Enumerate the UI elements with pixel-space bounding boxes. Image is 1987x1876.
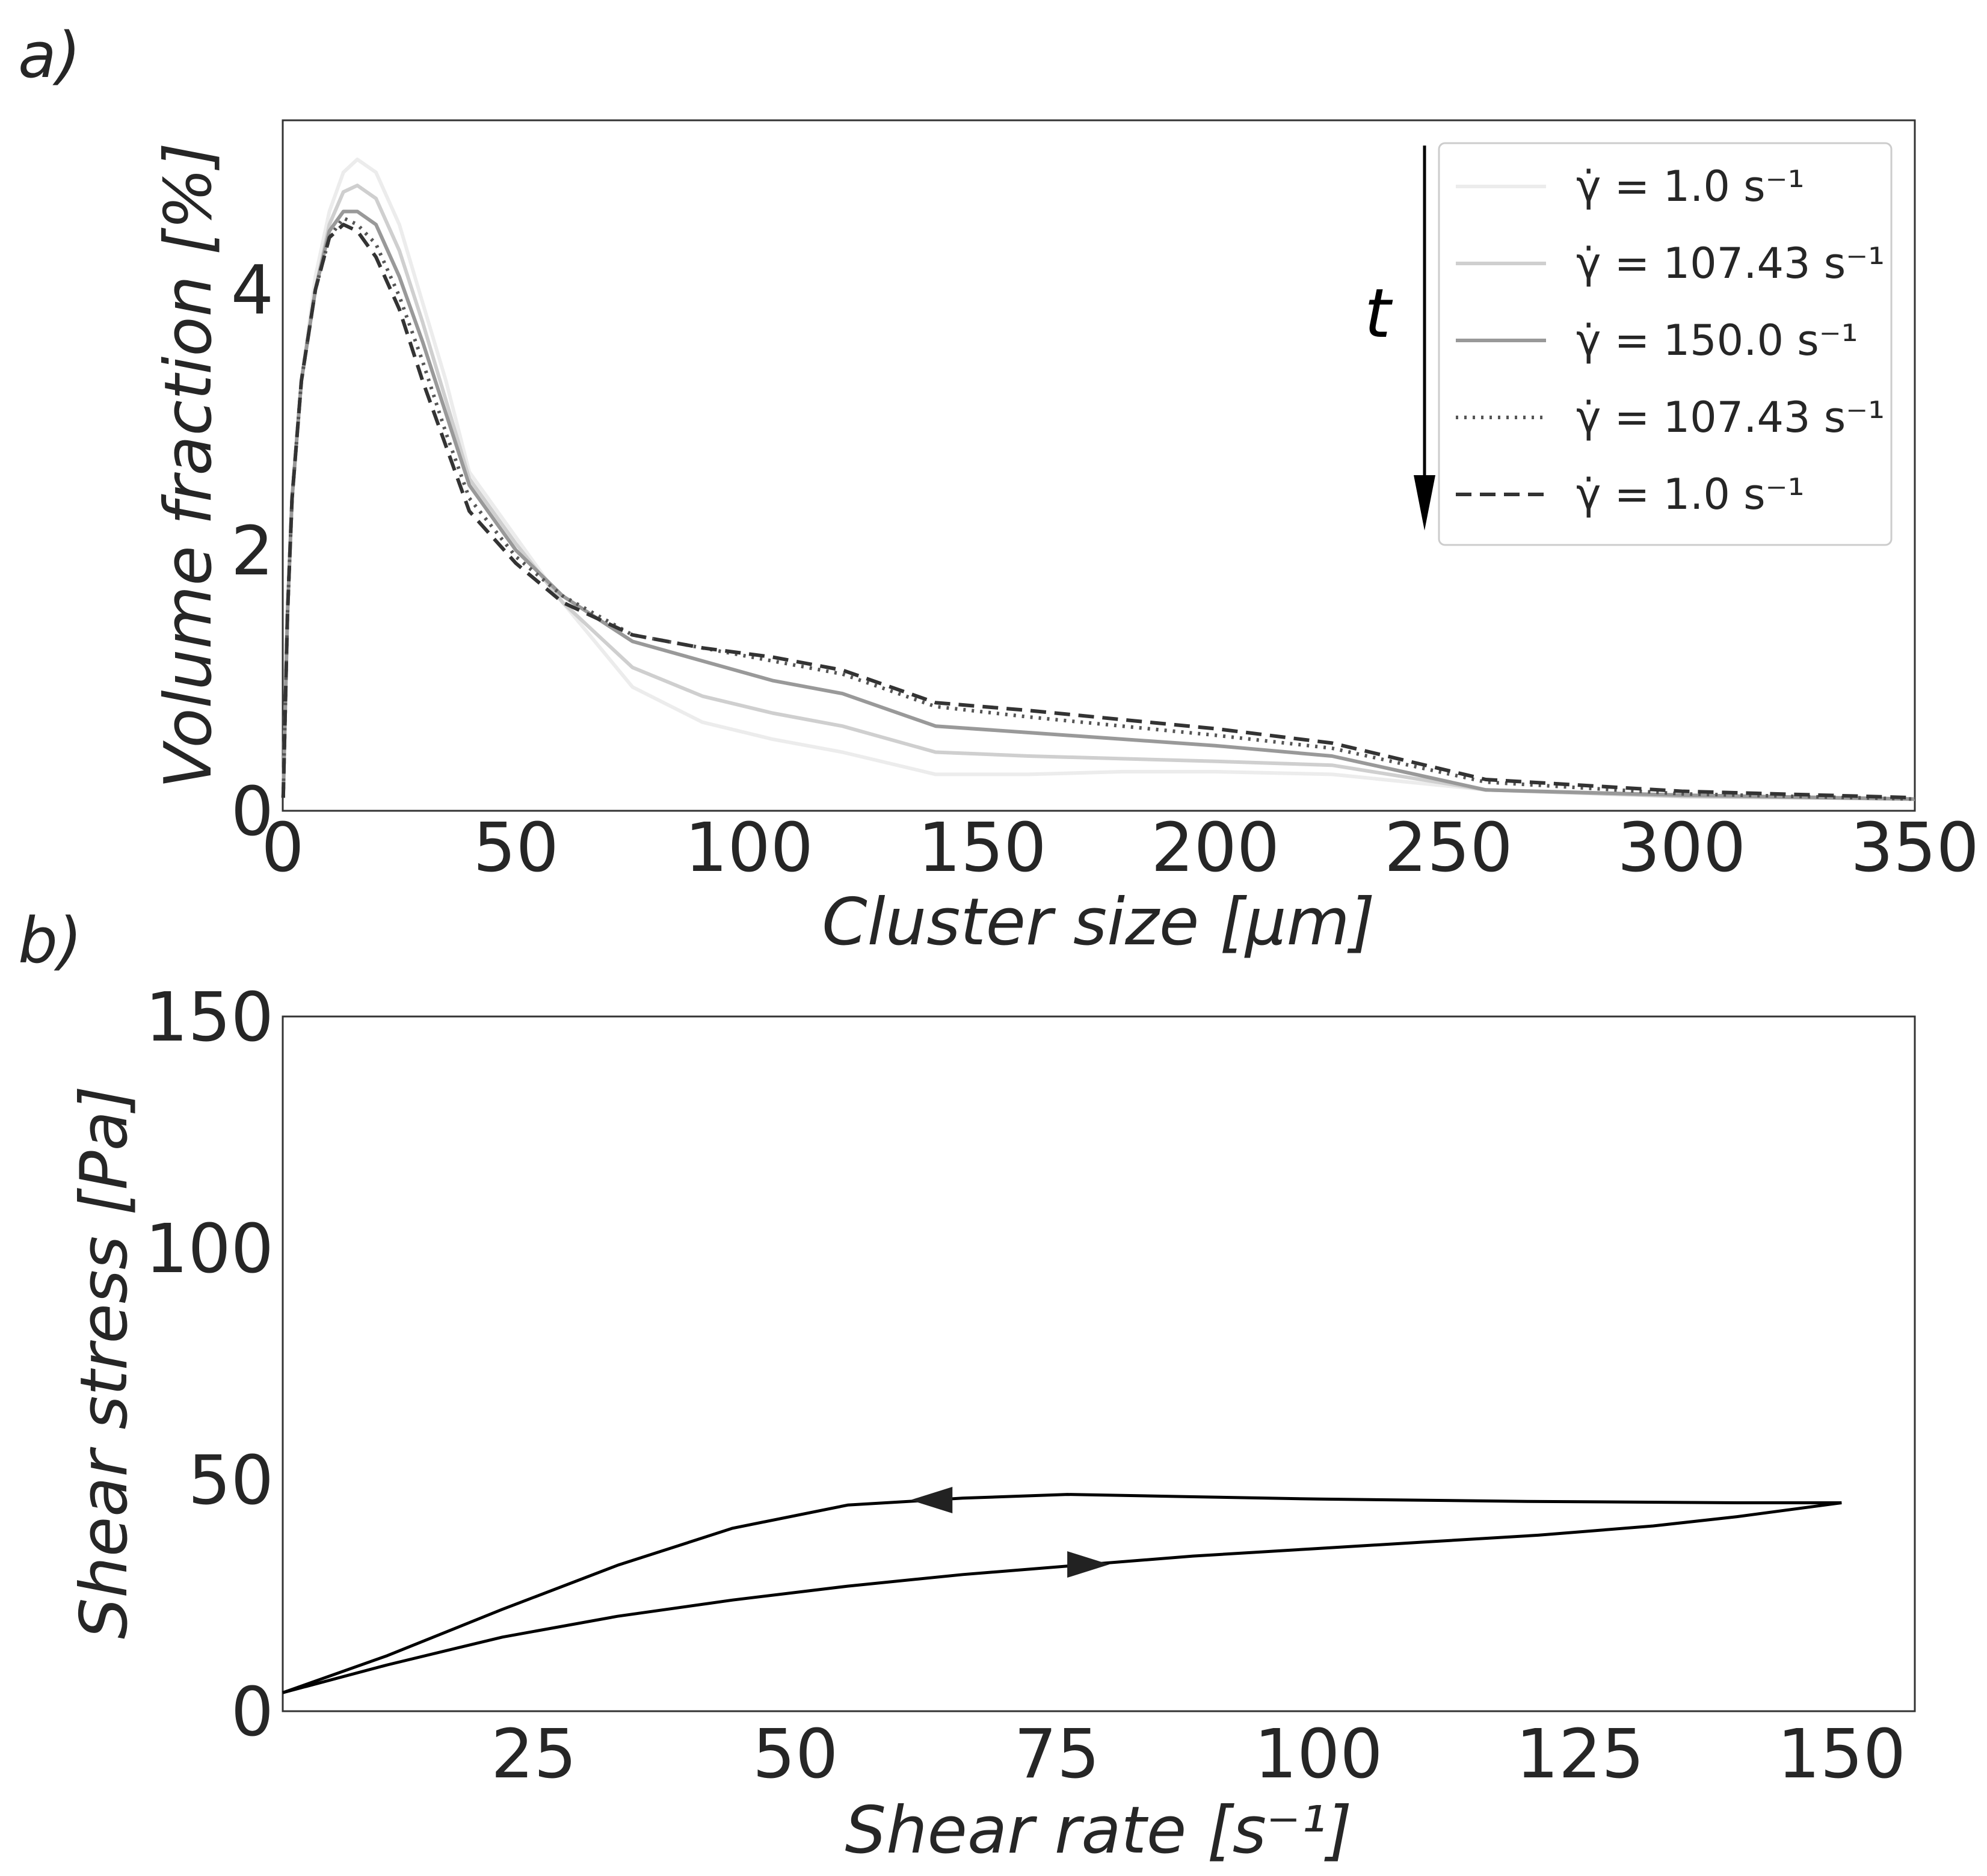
time-arrow-head xyxy=(1414,475,1435,531)
plot-b: 25 50 75 100 125 150 0 50 100 150 Shear rate [s⁻… xyxy=(67,979,1916,1868)
plot-b-x-tick-label: 50 xyxy=(753,1715,839,1794)
plot-b-y-tick-label: 100 xyxy=(145,1210,274,1288)
plot-b-x-tick-label: 125 xyxy=(1516,1715,1645,1794)
legend-label-4: γ̇ = 107.43 s⁻¹ xyxy=(1576,393,1885,442)
plot-b-x-tick-label: 100 xyxy=(1254,1715,1383,1794)
panel-b-label: b) xyxy=(18,904,82,977)
plot-b-y-tick-label: 50 xyxy=(188,1442,274,1520)
plot-b-x-tick-label: 75 xyxy=(1014,1715,1100,1794)
plot-a-x-axis-title: Cluster size [µm] xyxy=(822,885,1375,960)
plot-b-x-axis-title: Shear rate [s⁻¹] xyxy=(845,1793,1352,1868)
plot-a: 0 50 100 150 200 250 300 350 0 2 4 Cluster size [… xyxy=(151,119,1979,960)
panel-a-label: a) xyxy=(18,19,81,92)
plot-a-x-tick-label: 50 xyxy=(473,809,559,887)
plot-a-series-1 xyxy=(281,158,1915,801)
legend-box xyxy=(1438,142,1893,546)
plot-b-x-tick-label: 150 xyxy=(1777,1715,1906,1794)
plot-a-x-tick-label: 0 xyxy=(261,809,304,887)
plot-a-x-tick-label: 150 xyxy=(918,809,1047,887)
plot-a-x-tick-label: 200 xyxy=(1151,809,1280,887)
plot-b-y-axis-title: Shear stress [Pa] xyxy=(67,1086,142,1639)
plot-a-series-5 xyxy=(281,223,1915,800)
plot-b-y-tick-label: 150 xyxy=(145,979,274,1057)
ramp-down-arrow xyxy=(910,1486,953,1513)
plot-a-legend: γ̇ = 1.0 s⁻¹ γ̇ = 107.43 s⁻¹ γ̇ = 150.0 s⁻… xyxy=(1438,142,1893,546)
plot-a-x-ticks: 0 50 100 150 200 250 300 350 xyxy=(261,809,1979,887)
plot-b-x-ticks: 25 50 75 100 125 150 xyxy=(491,1715,1906,1794)
plot-b-frame xyxy=(282,1015,1916,1712)
plot-a-x-tick-label: 300 xyxy=(1618,809,1746,887)
plot-a-x-tick-label: 100 xyxy=(685,809,813,887)
plot-a-frame xyxy=(282,119,1916,812)
time-arrow-label: t xyxy=(1364,275,1393,353)
plot-b-series-1 xyxy=(282,1501,1842,1694)
plot-b-y-tick-label: 0 xyxy=(231,1673,274,1751)
plot-a-y-axis-title: Volume fraction [%] xyxy=(151,143,226,789)
plot-b-y-ticks: 0 50 100 150 xyxy=(145,979,274,1751)
plot-b-x-tick-label: 25 xyxy=(491,1715,577,1794)
plot-a-x-tick-label: 250 xyxy=(1384,809,1513,887)
plot-a-series-group xyxy=(281,158,1915,801)
plot-b-series-group xyxy=(282,1486,1842,1694)
legend-label-5: γ̇ = 1.0 s⁻¹ xyxy=(1576,470,1805,519)
plot-b-series-2 xyxy=(282,1493,1842,1694)
legend-label-1: γ̇ = 1.0 s⁻¹ xyxy=(1576,162,1805,211)
plot-a-y-ticks: 0 2 4 xyxy=(231,252,274,851)
legend-entries: γ̇ = 1.0 s⁻¹ γ̇ = 107.43 s⁻¹ γ̇ = 150.0 s⁻… xyxy=(1456,162,1885,519)
legend-label-3: γ̇ = 150.0 s⁻¹ xyxy=(1576,316,1858,365)
plot-a-y-tick-label: 4 xyxy=(231,252,274,330)
ramp-up-arrow xyxy=(1067,1551,1110,1578)
plot-a-y-tick-label: 2 xyxy=(231,512,274,591)
time-arrow: t xyxy=(1364,146,1435,531)
plot-a-y-tick-label: 0 xyxy=(231,773,274,851)
legend-label-2: γ̇ = 107.43 s⁻¹ xyxy=(1576,239,1885,288)
plot-a-x-tick-label: 350 xyxy=(1850,809,1979,887)
